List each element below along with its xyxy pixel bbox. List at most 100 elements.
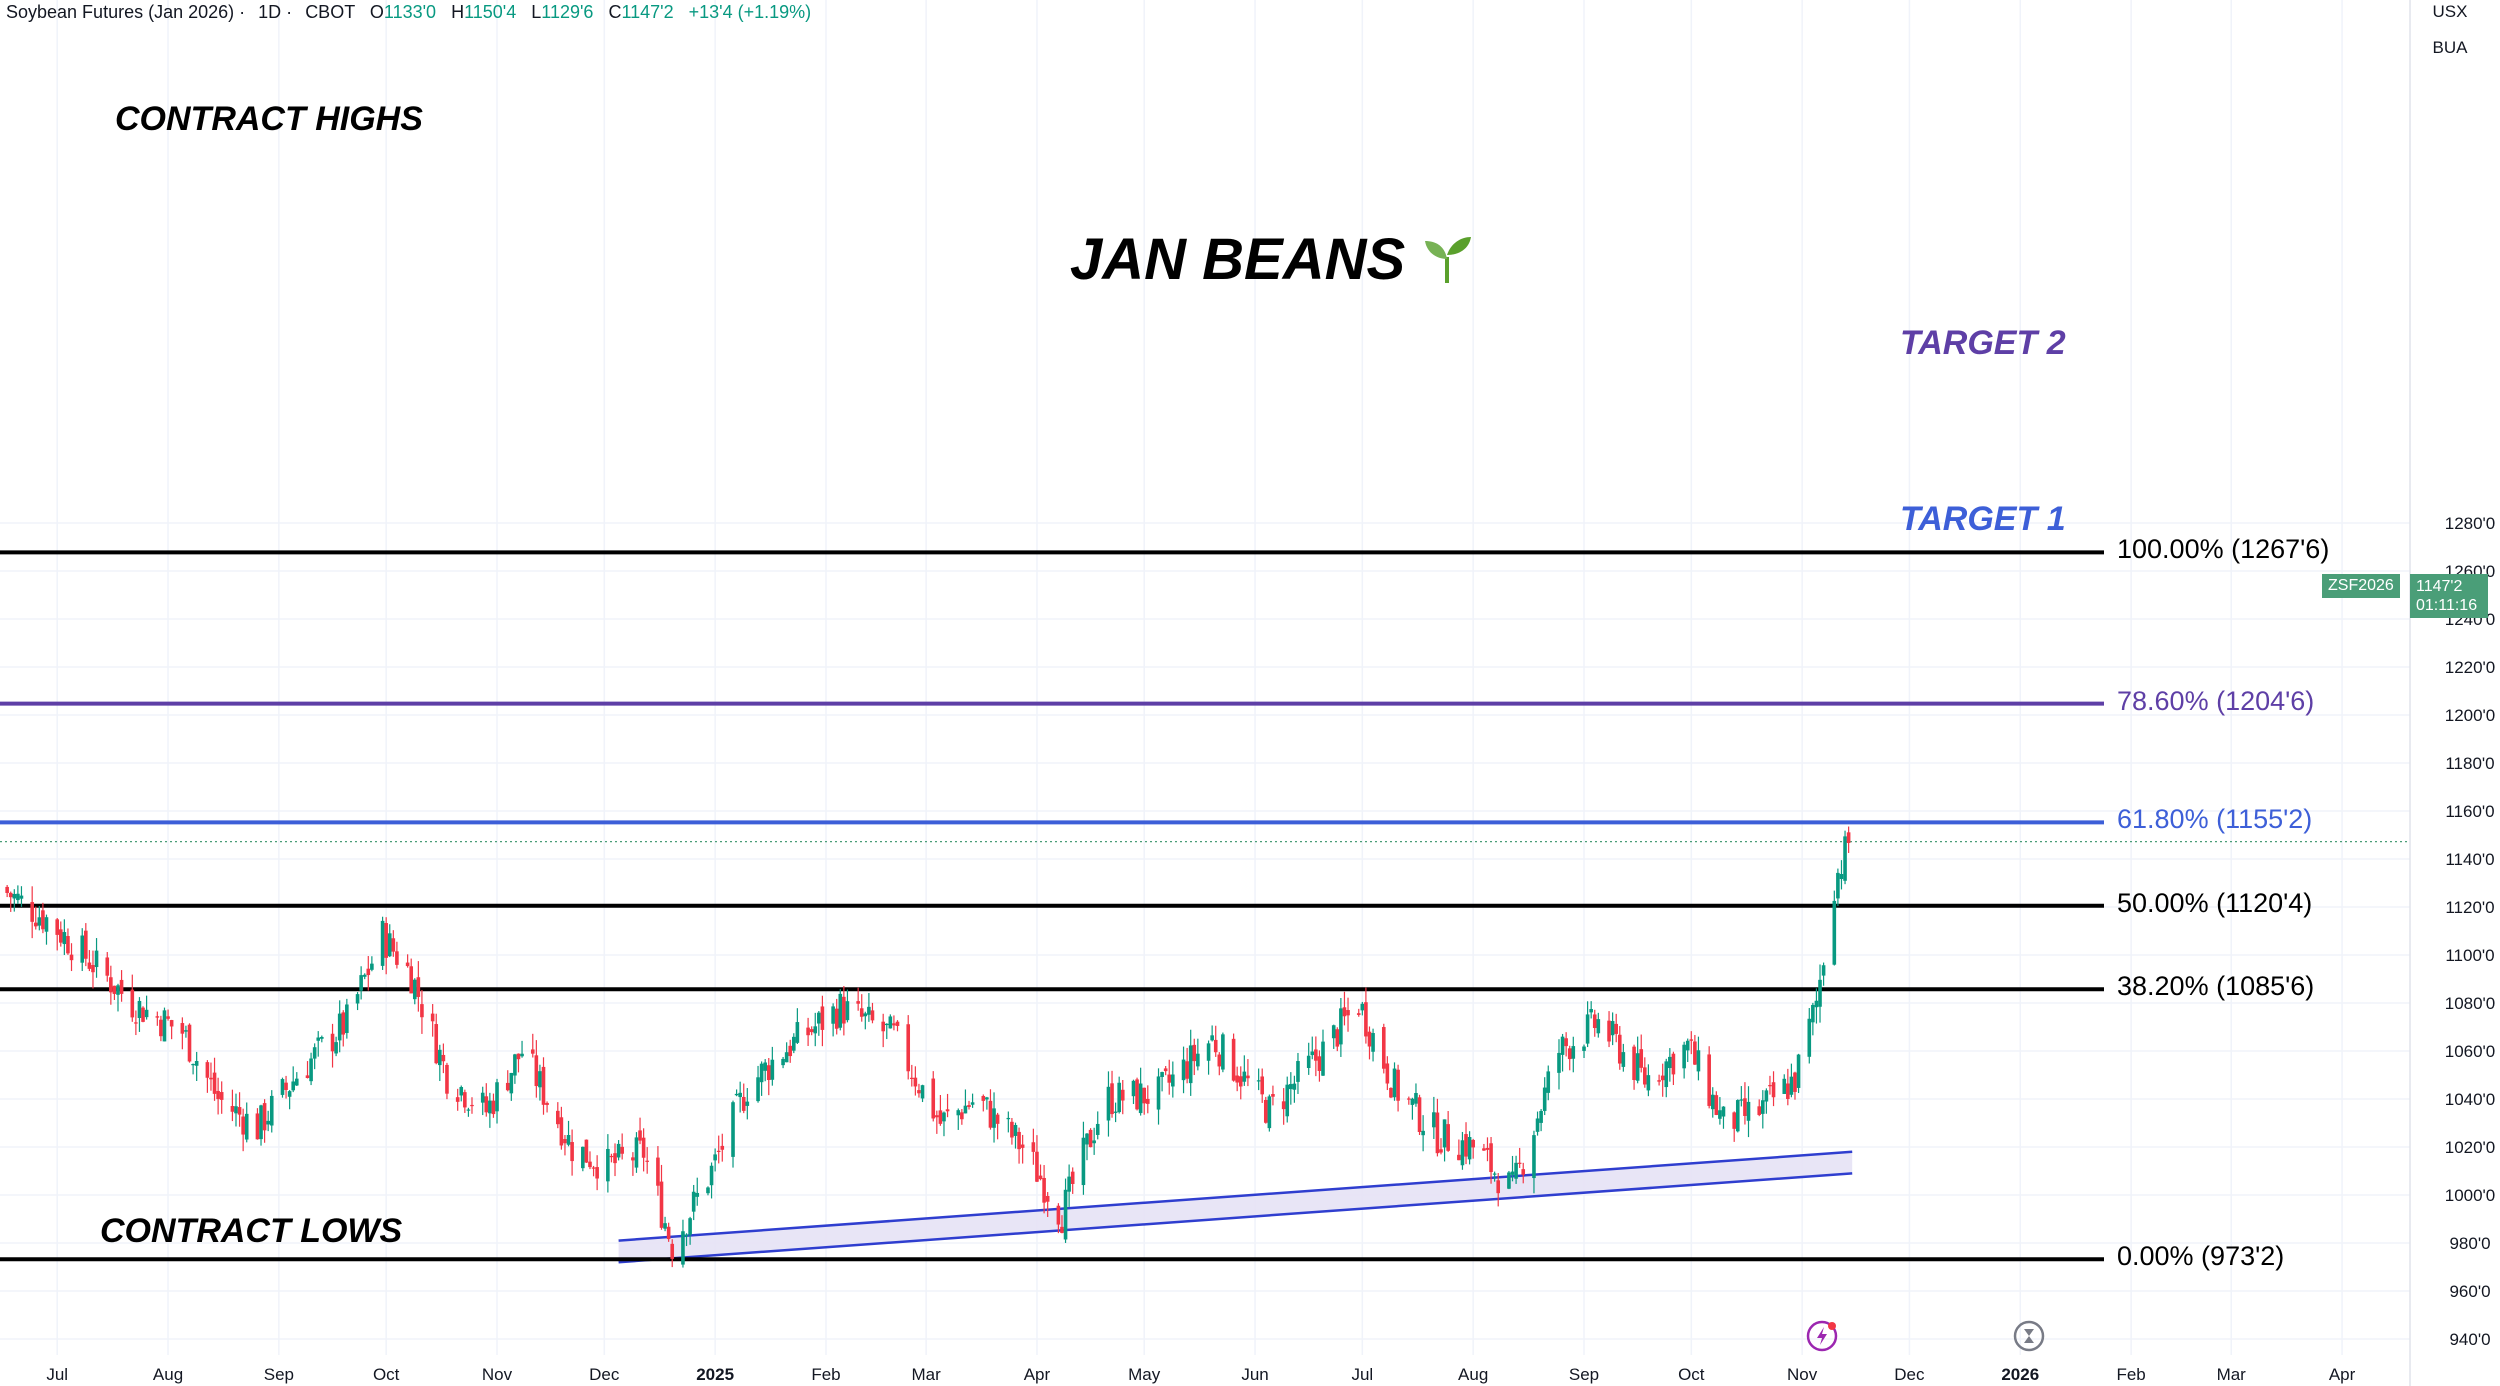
candle-body [892, 1023, 896, 1026]
y-tick-label: 1100'0 [2445, 946, 2494, 965]
candle-body [1110, 1083, 1114, 1115]
candle-body [1718, 1110, 1722, 1119]
candle-body [913, 1077, 918, 1087]
x-tick-label: Dec [589, 1365, 620, 1384]
candle-body [1514, 1162, 1518, 1179]
candle-body [581, 1146, 585, 1169]
candle-body [1185, 1061, 1189, 1079]
candle-body [1546, 1071, 1551, 1093]
time-axis[interactable]: Jul Aug Sep Oct Nov Dec 2025 Feb Mar Apr May Jun Jul… [46, 1365, 2355, 1384]
candle-body [970, 1102, 975, 1105]
unit-line-2[interactable]: BUA [2432, 38, 2468, 57]
price-axis[interactable]: 1280'01260'01240'01220'01200'01180'01160… [2409, 0, 2496, 1386]
candle-body [1346, 1010, 1350, 1016]
candle-body [688, 1218, 692, 1235]
fib-level-label: 78.60% (1204'6) [2117, 685, 2315, 716]
candle-body [1063, 1189, 1068, 1240]
candle-body [1682, 1044, 1686, 1069]
symbol-name[interactable]: Soybean Futures (Jan 2026) [6, 2, 235, 22]
candle-body [1256, 1080, 1261, 1082]
candle-body [609, 1155, 614, 1158]
candle-body [741, 1096, 746, 1111]
x-tick-label: Nov [482, 1365, 513, 1384]
candle-body [909, 1077, 914, 1079]
candle-body [116, 985, 120, 995]
candle-body [985, 1097, 989, 1100]
candle-body [409, 966, 414, 994]
candle-body [1396, 1069, 1400, 1101]
candle-body [884, 1023, 889, 1026]
candle-body [1171, 1074, 1175, 1087]
candle-body [466, 1109, 471, 1111]
x-tick-label: Sep [1569, 1365, 1599, 1384]
candle-body [967, 1105, 971, 1107]
last-price-badge: 1147'2 01:11:16 [2410, 574, 2488, 618]
chart-footer-icons[interactable] [1806, 1320, 2045, 1352]
y-tick-label: 1120'0 [2445, 898, 2494, 917]
candle-body [1356, 1013, 1361, 1015]
candle-body [255, 1113, 260, 1140]
y-tick-label: 1080'0 [2445, 994, 2496, 1013]
hourglass-icon[interactable] [2013, 1320, 2045, 1352]
candle-body [1167, 1074, 1172, 1083]
candle-body [320, 1036, 324, 1039]
candle-body [395, 951, 399, 965]
interval[interactable]: 1D [258, 2, 282, 22]
candle-body [1267, 1096, 1272, 1129]
candle-body [613, 1153, 617, 1164]
unit-line-1[interactable]: USX [2432, 2, 2468, 21]
candle-body [1439, 1149, 1443, 1153]
lightning-icon[interactable] [1806, 1320, 1838, 1352]
candle-body [795, 1022, 800, 1043]
candle-body [1446, 1124, 1450, 1151]
candle-body [1263, 1099, 1268, 1123]
candle-body [1113, 1111, 1118, 1113]
x-tick-label: Jul [46, 1365, 68, 1384]
contract-lows-label: CONTRACT LOWS [100, 1212, 403, 1250]
candle-body [166, 1016, 170, 1019]
candle-body [1006, 1117, 1011, 1120]
candle-body [1560, 1036, 1565, 1055]
candle-body [269, 1095, 274, 1126]
x-tick-label: May [1128, 1365, 1161, 1384]
candle-body [1668, 1056, 1672, 1069]
candle-body [1242, 1071, 1247, 1082]
chart-grid [0, 0, 2410, 1355]
candle-body [191, 1064, 195, 1066]
candle-body [1517, 1162, 1522, 1164]
candle-body [881, 1021, 885, 1032]
channel-lower-line[interactable] [618, 1172, 1853, 1264]
candle-body [1192, 1044, 1197, 1062]
candle-body [1635, 1053, 1640, 1081]
candle-body [1839, 873, 1844, 880]
candle-body [1231, 1038, 1236, 1081]
candle-body [69, 954, 74, 961]
candle-body [684, 1234, 689, 1237]
candle-body [620, 1146, 624, 1154]
candle-body [119, 979, 124, 994]
trend-channel[interactable] [618, 1150, 1853, 1264]
candle-body [935, 1115, 939, 1118]
candle-body [516, 1053, 521, 1060]
symbol-legend[interactable]: Soybean Futures (Jan 2026) · 1D · CBOT O… [6, 2, 812, 22]
fib-retracement[interactable] [0, 550, 2104, 1262]
candle-body [616, 1143, 621, 1158]
candle-body [709, 1165, 714, 1186]
candle-body [1163, 1068, 1168, 1072]
low-value: 1129'6 [541, 2, 594, 22]
x-tick-label: Aug [153, 1365, 183, 1384]
candle-body [1485, 1147, 1490, 1150]
candle-body [1106, 1086, 1111, 1121]
candle-body [1507, 1172, 1511, 1189]
candle-body [1335, 1029, 1340, 1047]
candle-body [412, 979, 417, 1000]
candle-body [309, 1058, 313, 1082]
target-2-label: TARGET 2 [1900, 324, 2066, 362]
fib-level-label: 100.00% (1267'6) [2117, 534, 2330, 565]
candle-body [1060, 1226, 1064, 1233]
x-tick-label: Feb [811, 1365, 840, 1384]
channel-upper-line[interactable] [618, 1150, 1853, 1242]
candle-body [1639, 1049, 1644, 1068]
candle-body [1821, 965, 1826, 976]
